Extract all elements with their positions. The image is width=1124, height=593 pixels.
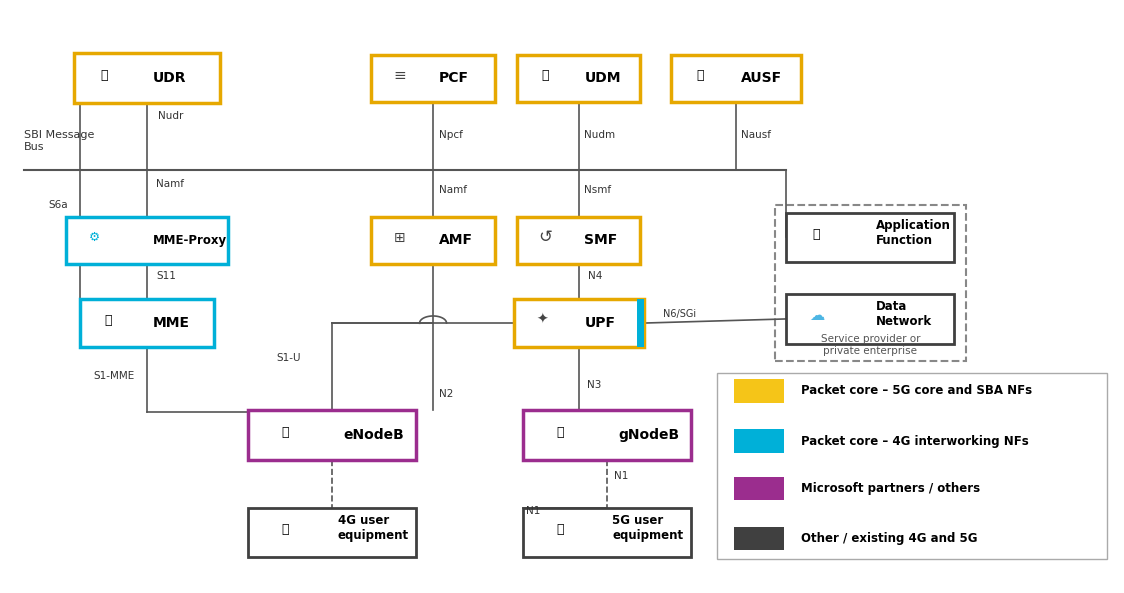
Text: Service provider or
private enterprise: Service provider or private enterprise	[821, 334, 921, 356]
Text: N3: N3	[587, 380, 601, 390]
FancyBboxPatch shape	[523, 410, 691, 460]
Text: 📱: 📱	[281, 523, 289, 536]
Text: Nudr: Nudr	[158, 111, 183, 122]
Text: 5G user
equipment: 5G user equipment	[613, 514, 683, 542]
Text: ≡: ≡	[393, 68, 406, 82]
Text: N4: N4	[588, 271, 602, 281]
FancyBboxPatch shape	[523, 508, 691, 557]
Text: 🏛: 🏛	[101, 69, 108, 82]
Text: UDM: UDM	[584, 71, 620, 85]
Text: 👥: 👥	[542, 69, 549, 82]
FancyBboxPatch shape	[248, 410, 416, 460]
Text: S6a: S6a	[48, 200, 69, 210]
Text: Microsoft partners / others: Microsoft partners / others	[800, 482, 980, 495]
FancyBboxPatch shape	[248, 508, 416, 557]
FancyBboxPatch shape	[734, 527, 785, 550]
Text: 🔒: 🔒	[105, 314, 111, 327]
Text: UDR: UDR	[153, 71, 187, 85]
Text: S1-U: S1-U	[277, 353, 300, 364]
Text: N2: N2	[438, 389, 453, 399]
FancyBboxPatch shape	[517, 55, 641, 102]
FancyBboxPatch shape	[717, 373, 1107, 559]
Text: gNodeB: gNodeB	[618, 428, 679, 442]
Text: S1-MME: S1-MME	[93, 371, 135, 381]
Text: Nudm: Nudm	[584, 130, 616, 141]
Text: ✦: ✦	[536, 313, 547, 327]
Text: Namf: Namf	[156, 179, 184, 189]
Text: Npcf: Npcf	[438, 130, 463, 141]
FancyBboxPatch shape	[371, 55, 495, 102]
FancyBboxPatch shape	[517, 217, 641, 264]
Text: AUSF: AUSF	[742, 71, 782, 85]
Text: ↺: ↺	[538, 228, 552, 247]
FancyBboxPatch shape	[514, 299, 644, 347]
Text: Packet core – 5G core and SBA NFs: Packet core – 5G core and SBA NFs	[800, 384, 1032, 397]
Text: ☁: ☁	[809, 308, 824, 323]
FancyBboxPatch shape	[787, 213, 954, 262]
FancyBboxPatch shape	[734, 477, 785, 500]
Text: N1: N1	[614, 471, 628, 482]
Text: 🖥: 🖥	[813, 228, 821, 241]
FancyBboxPatch shape	[787, 294, 954, 344]
FancyBboxPatch shape	[80, 299, 215, 347]
Text: ⊞: ⊞	[393, 231, 406, 244]
FancyBboxPatch shape	[671, 55, 800, 102]
Text: SBI Message
Bus: SBI Message Bus	[24, 130, 94, 152]
Text: 📱: 📱	[556, 523, 563, 536]
Text: 🪪: 🪪	[696, 69, 704, 82]
Text: Namf: Namf	[438, 185, 466, 195]
Text: MME-Proxy: MME-Proxy	[153, 234, 227, 247]
FancyBboxPatch shape	[734, 379, 785, 403]
Text: 📡: 📡	[556, 426, 563, 439]
Text: ⚙: ⚙	[89, 231, 100, 244]
FancyBboxPatch shape	[371, 217, 495, 264]
Text: Other / existing 4G and 5G: Other / existing 4G and 5G	[800, 532, 978, 545]
Text: eNodeB: eNodeB	[343, 428, 405, 442]
Text: AMF: AMF	[438, 234, 473, 247]
Text: UPF: UPF	[584, 316, 616, 330]
Text: 4G user
equipment: 4G user equipment	[337, 514, 409, 542]
Text: Application
Function: Application Function	[876, 219, 951, 247]
Text: N1: N1	[526, 506, 541, 516]
Text: Nsmf: Nsmf	[584, 185, 611, 195]
FancyBboxPatch shape	[776, 205, 966, 361]
Text: Packet core – 4G interworking NFs: Packet core – 4G interworking NFs	[800, 435, 1028, 448]
FancyBboxPatch shape	[734, 429, 785, 453]
Text: 📡: 📡	[281, 426, 289, 439]
Text: MME: MME	[153, 316, 190, 330]
FancyBboxPatch shape	[637, 299, 644, 347]
Text: Data
Network: Data Network	[876, 300, 932, 328]
Text: Nausf: Nausf	[742, 130, 771, 141]
Text: N6/SGi: N6/SGi	[663, 309, 696, 319]
FancyBboxPatch shape	[74, 53, 220, 103]
FancyBboxPatch shape	[66, 217, 228, 264]
Text: SMF: SMF	[584, 234, 618, 247]
Text: S11: S11	[156, 271, 176, 281]
Text: PCF: PCF	[438, 71, 469, 85]
